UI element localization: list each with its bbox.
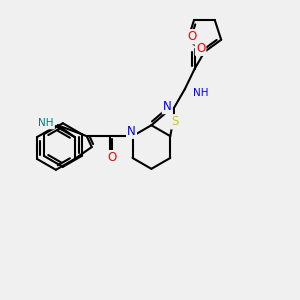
Text: N: N: [127, 125, 136, 138]
Text: NH: NH: [193, 88, 208, 98]
Text: NH: NH: [38, 118, 54, 128]
Text: O: O: [107, 151, 116, 164]
Text: O: O: [196, 42, 205, 55]
Text: N: N: [163, 100, 172, 113]
Text: S: S: [171, 115, 178, 128]
Text: O: O: [187, 30, 196, 43]
